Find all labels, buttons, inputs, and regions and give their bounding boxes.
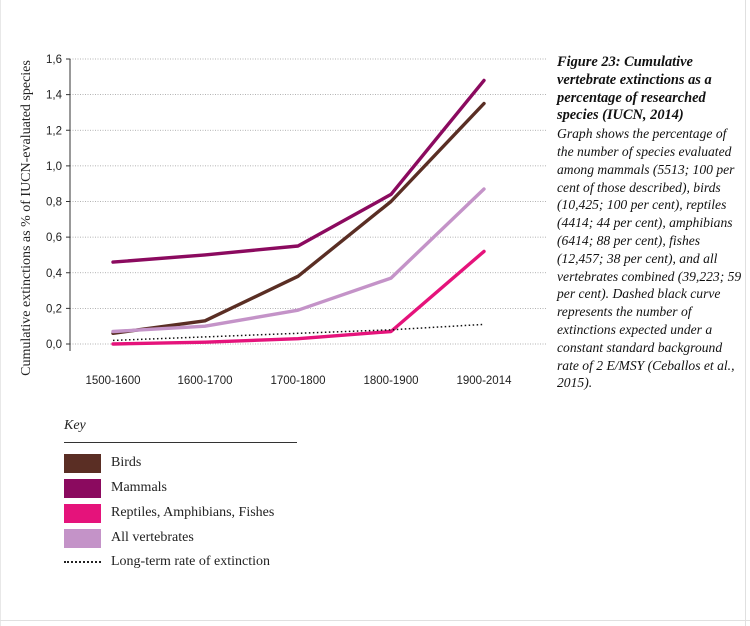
series-line-0: [111, 101, 486, 335]
y-tick-label: 1,0: [46, 161, 62, 173]
caption-title: Figure 23: Cumulative vertebrate extinct…: [557, 54, 712, 124]
y-axis-label: Cumulative extinctions as % of IUCN-eval…: [19, 60, 34, 376]
x-tick-label: 1900-2014: [457, 375, 513, 387]
y-tick-label: 1,2: [46, 125, 62, 137]
legend-swatch-birds: [64, 453, 101, 473]
y-tick-labels: 0,0 0,2 0,4 0,6 0,8 1,0 1,2 1,4 1,6: [46, 54, 70, 351]
legend-item-birds: Birds: [64, 453, 141, 473]
frame-left-border: [0, 0, 1, 626]
legend-label-long-term-rate: Long-term rate of extinction: [111, 554, 270, 569]
series-line-2: [111, 249, 486, 346]
key-title: Key: [64, 418, 86, 433]
legend-item-all-vertebrates: All vertebrates: [64, 528, 194, 548]
frame-right-border: [745, 0, 746, 626]
legend-swatch-long-term-rate: [64, 561, 101, 563]
legend-swatch-mammals: [64, 478, 101, 498]
x-tick-label: 1600-1700: [178, 375, 233, 387]
grid-lines: [70, 58, 546, 345]
x-tick-labels: 1500-1600 1600-1700 1700-1800 1800-1900 1900…: [86, 375, 513, 387]
legend-label-all-vertebrates: All vertebrates: [111, 530, 194, 545]
y-tick-label: 1,4: [46, 90, 63, 102]
series-line-4: [112, 323, 485, 342]
legend-item-mammals: Mammals: [64, 478, 167, 498]
series-lines: [111, 78, 486, 346]
y-tick-label: 0,0: [46, 339, 62, 351]
caption-body: Graph shows the percentage of the number…: [557, 126, 742, 391]
key-divider: [64, 442, 297, 443]
legend-label-mammals: Mammals: [111, 480, 167, 495]
y-tick-label: 1,6: [46, 54, 62, 66]
x-tick-label: 1700-1800: [271, 375, 326, 387]
y-tick-label: 0,6: [46, 232, 62, 244]
legend-item-long-term-rate: Long-term rate of extinction: [64, 552, 270, 572]
frame-bottom-border: [0, 620, 750, 621]
figure-caption: Figure 23: Cumulative vertebrate extinct…: [557, 54, 743, 392]
legend-label-birds: Birds: [111, 455, 142, 470]
legend-swatch-all-vertebrates: [64, 528, 101, 548]
y-tick-label: 0,8: [46, 197, 62, 209]
line-chart: 0,0 0,2 0,4 0,6 0,8 1,0 1,2 1,4 1,6 1500-1600 160…: [19, 54, 546, 387]
x-tick-label: 1800-1900: [364, 375, 419, 387]
y-tick-label: 0,4: [46, 268, 63, 280]
x-tick-label: 1500-1600: [86, 375, 141, 387]
legend-swatch-reptiles: [64, 503, 101, 523]
legend-label-reptiles: Reptiles, Amphibians, Fishes: [111, 505, 275, 520]
y-tick-label: 0,2: [46, 303, 62, 315]
series-line-1: [111, 78, 486, 264]
series-line-3: [111, 187, 486, 334]
legend-item-reptiles: Reptiles, Amphibians, Fishes: [64, 503, 274, 523]
